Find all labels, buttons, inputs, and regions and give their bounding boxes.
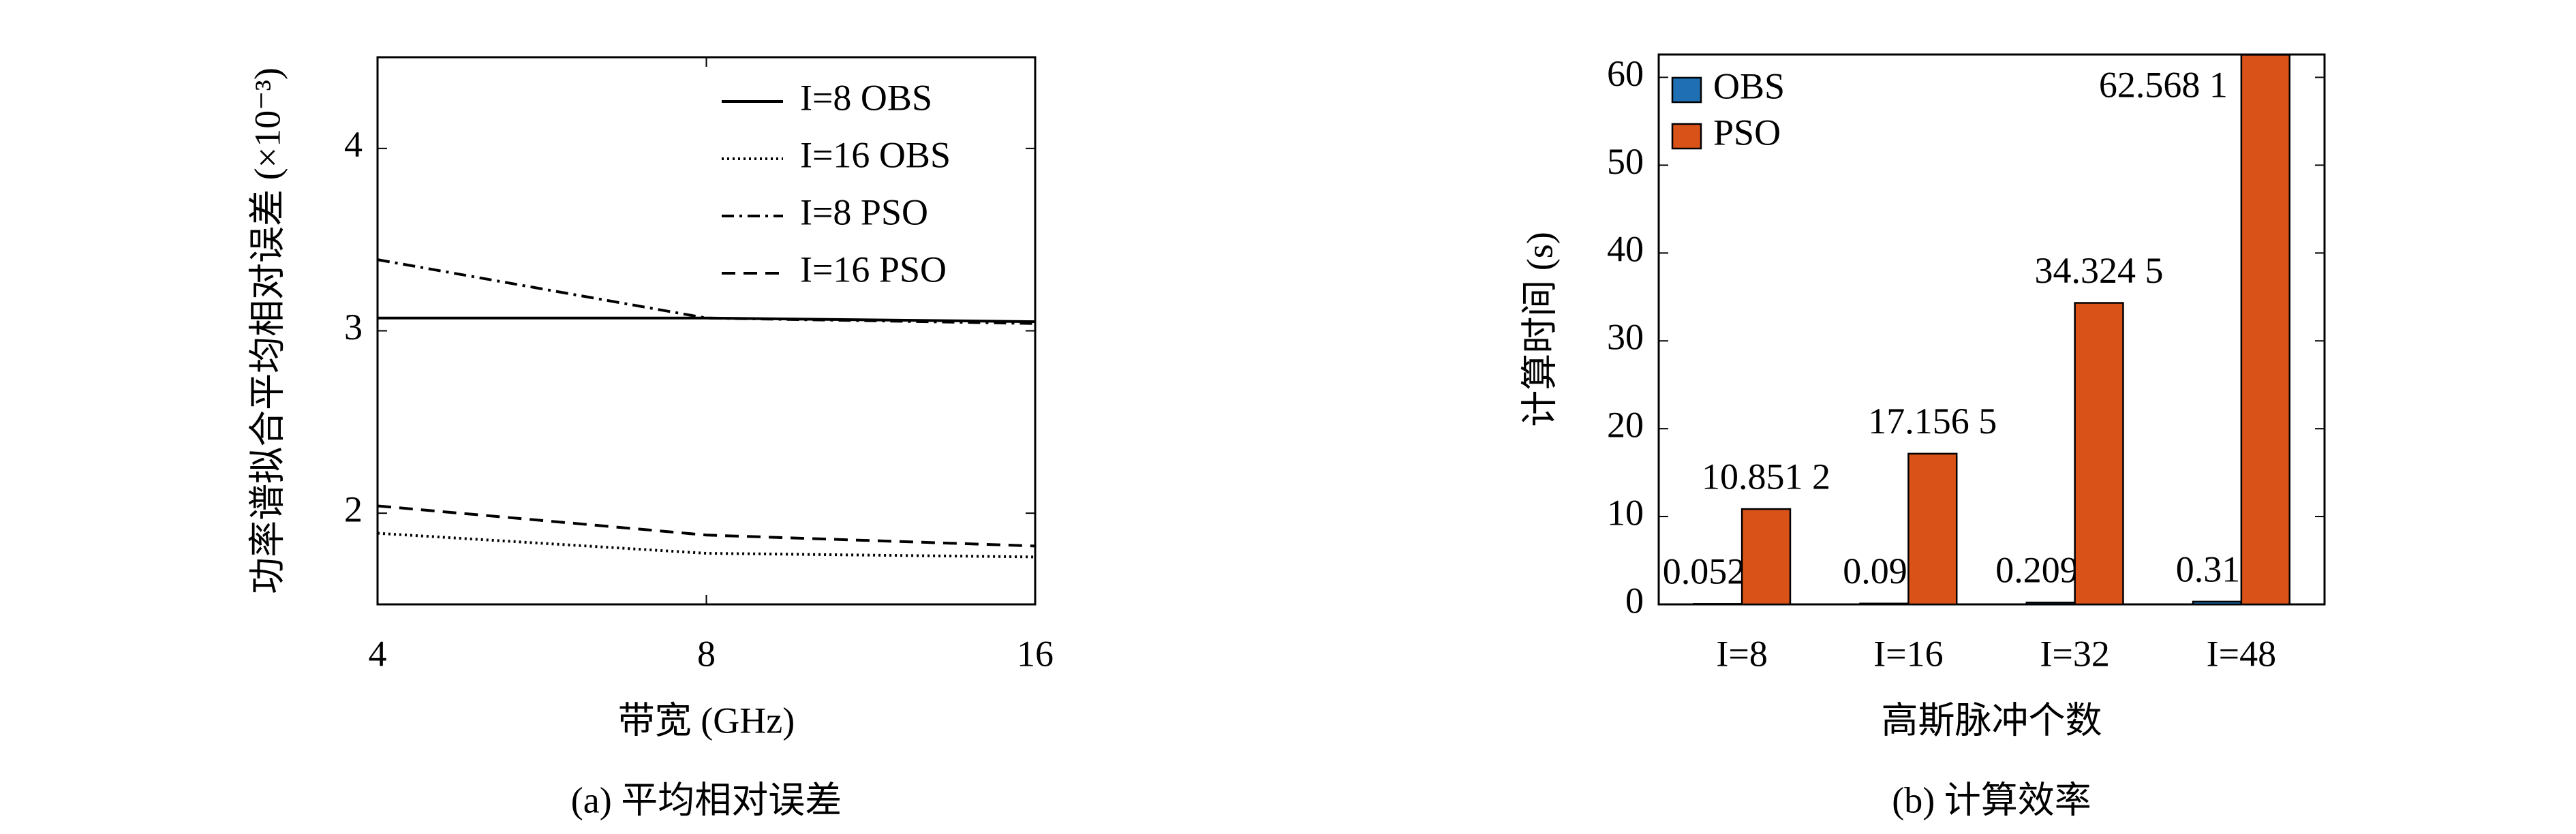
bar	[2240, 54, 2290, 606]
y-axis-label: 功率谱拟合平均相对误差 (×10⁻³)	[247, 67, 288, 594]
y-tick-label: 40	[1607, 229, 1644, 270]
y-tick-label: 20	[1607, 405, 1644, 446]
y-tick-label: 10	[1607, 492, 1644, 533]
y-tick-label: 2	[344, 489, 363, 530]
x-tick-label: I=32	[2040, 633, 2109, 674]
legend-label: I=8 PSO	[800, 191, 928, 232]
legend-swatch	[1671, 123, 1702, 150]
legend-label: I=16 OBS	[800, 134, 951, 175]
bar	[1907, 452, 1958, 606]
y-tick-label: 4	[344, 124, 363, 165]
bar	[1741, 508, 1792, 606]
caption: (b) 计算效率	[1892, 779, 2091, 820]
legend-label: OBS	[1713, 65, 1785, 106]
y-tick-label: 60	[1607, 53, 1644, 94]
y-axis-label: 计算时间 (s)	[1519, 232, 1560, 427]
x-tick-label: 8	[697, 633, 716, 674]
x-tick-label: 16	[1017, 633, 1054, 674]
x-tick-label: I=48	[2207, 633, 2276, 674]
value-label: 17.156 5	[1868, 401, 1997, 442]
value-label: 10.851 2	[1702, 457, 1830, 497]
y-tick-label: 50	[1607, 141, 1644, 182]
x-axis-label: 带宽 (GHz)	[618, 700, 795, 741]
series-line	[377, 258, 1036, 325]
x-tick-label: I=8	[1716, 633, 1767, 674]
series-line	[377, 531, 1036, 559]
bar	[2025, 602, 2076, 606]
series-line	[377, 504, 1036, 548]
bar	[2074, 302, 2124, 606]
x-axis-label: 高斯脉冲个数	[1882, 700, 2102, 741]
plot-frame	[1657, 53, 2326, 606]
y-tick-label: 0	[1625, 580, 1644, 621]
bar	[2192, 600, 2243, 606]
y-tick-label: 3	[344, 307, 363, 348]
legend-label: I=8 OBS	[800, 77, 932, 118]
legend-label: PSO	[1713, 112, 1781, 153]
x-tick-label: I=16	[1873, 633, 1943, 674]
legend-label: I=16 PSO	[800, 249, 947, 290]
value-label: 62.568 1	[2099, 64, 2228, 105]
value-label: 34.324 5	[2035, 250, 2164, 291]
y-tick-label: 30	[1607, 317, 1644, 358]
x-tick-label: 4	[369, 633, 387, 674]
legend-swatch	[1671, 76, 1702, 104]
caption: (a) 平均相对误差	[571, 779, 842, 820]
